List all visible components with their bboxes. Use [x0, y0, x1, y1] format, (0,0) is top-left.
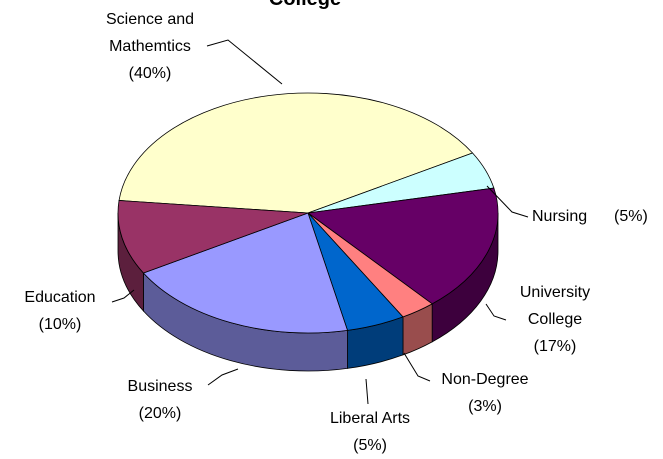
- slice-value-label: (5%): [353, 437, 387, 454]
- slice-label: Science and Mathemtics: [105, 11, 195, 55]
- slice-label: Nursing: [532, 208, 588, 225]
- chart-title: College: [0, 0, 610, 11]
- leader-line: [403, 352, 431, 382]
- slice: [306, 187, 499, 305]
- leader-line: [206, 39, 283, 85]
- leader-line: [207, 368, 239, 386]
- slice-value-label: (10%): [38, 316, 82, 333]
- slice: [118, 92, 474, 214]
- leader-line: [486, 185, 529, 218]
- slice-value-label: (5%): [614, 208, 648, 225]
- slice-label: Education: [24, 289, 96, 306]
- slice-value-label: (17%): [533, 338, 577, 355]
- slice-value-label: (20%): [138, 405, 182, 422]
- leader-line: [365, 378, 369, 405]
- slice: [142, 212, 349, 334]
- slice-label: Non-Degree: [441, 371, 529, 388]
- leader-line: [485, 303, 507, 321]
- slice-value-label: (3%): [468, 398, 502, 415]
- slice-label: University College: [519, 284, 591, 328]
- slice-label: Liberal Arts: [329, 410, 411, 427]
- slice-label: Business: [127, 378, 193, 395]
- slice: [117, 200, 309, 274]
- leader-line: [111, 289, 135, 303]
- slice-value-label: (40%): [128, 65, 172, 82]
